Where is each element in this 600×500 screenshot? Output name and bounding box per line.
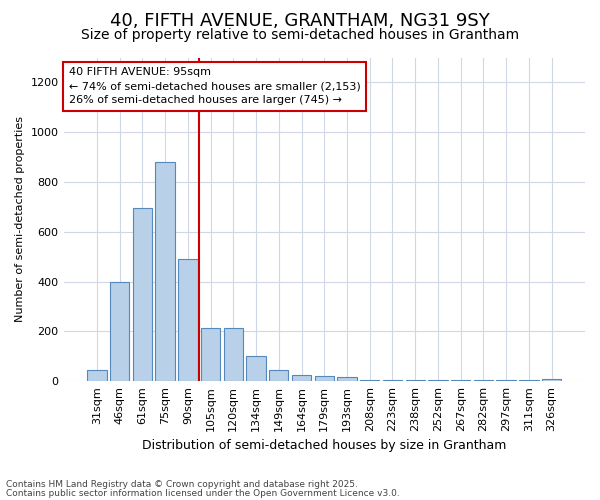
- Bar: [155, 162, 175, 381]
- Bar: [451, 380, 470, 381]
- Bar: [224, 328, 243, 381]
- Bar: [542, 378, 561, 381]
- Bar: [292, 375, 311, 381]
- Text: Contains HM Land Registry data © Crown copyright and database right 2025.: Contains HM Land Registry data © Crown c…: [6, 480, 358, 489]
- Bar: [110, 282, 130, 381]
- Text: Contains public sector information licensed under the Open Government Licence v3: Contains public sector information licen…: [6, 488, 400, 498]
- Bar: [337, 378, 356, 381]
- Y-axis label: Number of semi-detached properties: Number of semi-detached properties: [15, 116, 25, 322]
- Bar: [133, 208, 152, 381]
- Bar: [383, 380, 402, 381]
- Bar: [519, 380, 539, 381]
- Bar: [247, 356, 266, 381]
- Text: Size of property relative to semi-detached houses in Grantham: Size of property relative to semi-detach…: [81, 28, 519, 42]
- X-axis label: Distribution of semi-detached houses by size in Grantham: Distribution of semi-detached houses by …: [142, 440, 506, 452]
- Bar: [496, 380, 516, 381]
- Bar: [406, 380, 425, 381]
- Bar: [269, 370, 289, 381]
- Bar: [360, 380, 379, 381]
- Text: 40, FIFTH AVENUE, GRANTHAM, NG31 9SY: 40, FIFTH AVENUE, GRANTHAM, NG31 9SY: [110, 12, 490, 30]
- Bar: [178, 259, 197, 381]
- Bar: [314, 376, 334, 381]
- Text: 40 FIFTH AVENUE: 95sqm
← 74% of semi-detached houses are smaller (2,153)
26% of : 40 FIFTH AVENUE: 95sqm ← 74% of semi-det…: [69, 67, 361, 105]
- Bar: [87, 370, 107, 381]
- Bar: [474, 380, 493, 381]
- Bar: [428, 380, 448, 381]
- Bar: [201, 328, 220, 381]
